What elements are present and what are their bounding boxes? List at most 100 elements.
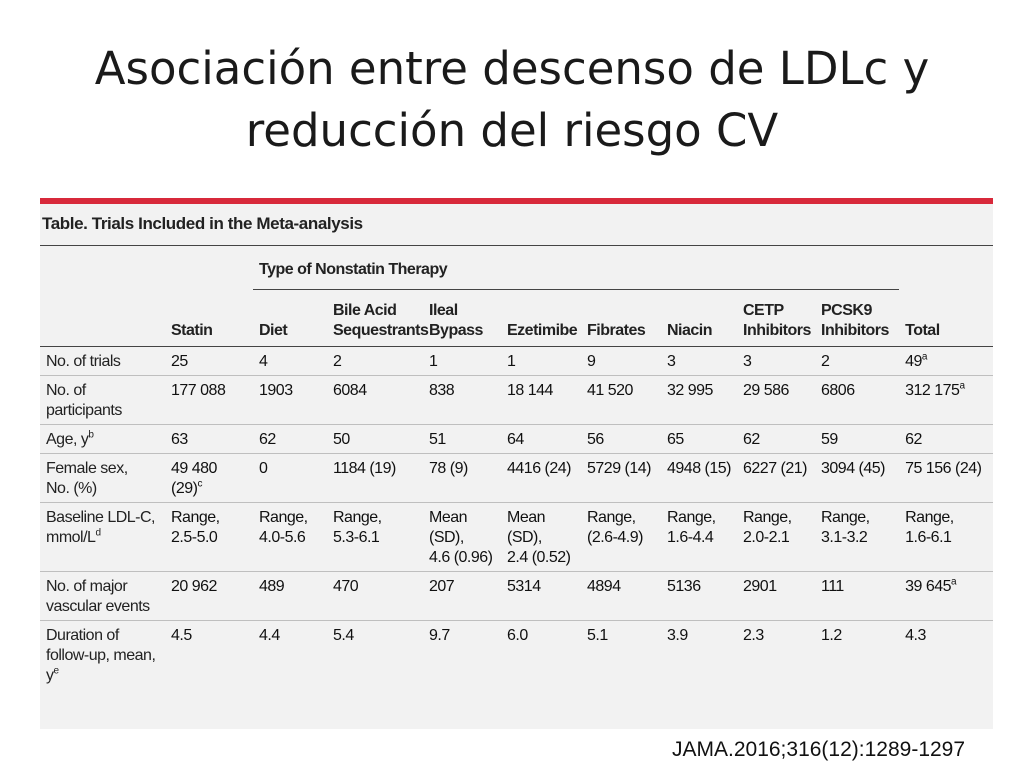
footnote-marker: c — [197, 478, 202, 490]
table-cell: 62 — [899, 424, 994, 454]
cell-text: vascular events — [46, 598, 150, 615]
cell-text: 3.1-3.2 — [821, 529, 868, 546]
table-cell: 6227 (21) — [737, 453, 815, 503]
column-header-line: PCSK9 — [821, 302, 872, 319]
column-header-line: Fibrates — [587, 322, 646, 339]
table-cell: Mean (SD), 2.4 (0.52) — [501, 502, 581, 572]
cell-text: 32 995 — [667, 382, 713, 399]
table-cell: 470 — [327, 571, 423, 621]
table-cell: 5314 — [501, 571, 581, 621]
cell-text: 4.3 — [905, 627, 926, 644]
table-cell: Range, 2.0-2.1 — [737, 502, 815, 572]
table-cell: Range, 2.5-5.0 — [165, 502, 253, 572]
header-empty-cell — [899, 246, 993, 290]
table-cell: 1 — [501, 346, 581, 376]
cell-text: 56 — [587, 431, 604, 448]
cell-text: 62 — [743, 431, 760, 448]
cell-text: 2901 — [743, 578, 777, 595]
table-body: No. of trials 25 4 2 1 1 9 3 3 2 49a No. of partici… — [40, 346, 994, 690]
row-label: Duration of follow-up, mean, ye — [40, 621, 165, 690]
row-label: Age, yb — [40, 424, 165, 454]
cell-text: 9.7 — [429, 627, 450, 644]
column-header-line: Total — [905, 322, 940, 339]
column-header: Total — [899, 289, 994, 347]
table-cell: 2.3 — [737, 621, 815, 690]
cell-text: 1.6-6.1 — [905, 529, 952, 546]
table-row: Baseline LDL-C, mmol/Ld Range, 2.5-5.0 Range… — [40, 502, 994, 572]
cell-text: Baseline LDL-C, — [46, 509, 156, 526]
table-cell: 41 520 — [581, 375, 661, 425]
cell-text: 2 — [333, 353, 342, 370]
cell-text: Range, — [171, 509, 220, 526]
cell-text: (2.6-4.9) — [587, 529, 643, 546]
cell-text: 207 — [429, 578, 455, 595]
column-header-line: Bile Acid — [333, 302, 397, 319]
table-cell: Mean (SD), 4.6 (0.96) — [423, 502, 501, 572]
cell-text: 50 — [333, 431, 350, 448]
table-cell: 5.4 — [327, 621, 423, 690]
cell-text: 5.4 — [333, 627, 354, 644]
table-cell: 29 586 — [737, 375, 815, 425]
table-cell: 6806 — [815, 375, 900, 425]
cell-text: 78 (9) — [429, 460, 468, 477]
table-cell: 2 — [815, 346, 900, 376]
column-header: Bile Acid Sequestrants — [327, 289, 429, 347]
footnote-marker: d — [95, 527, 101, 539]
table-cell: 62 — [737, 424, 815, 454]
cell-text: 3 — [743, 353, 752, 370]
cell-text: 4.6 (0.96) — [429, 549, 493, 566]
header-empty-cell — [40, 246, 165, 290]
table-cell: 177 088 — [165, 375, 253, 425]
footnote-marker: a — [959, 380, 965, 392]
cell-text: Range, — [587, 509, 636, 526]
cell-text: 3.9 — [667, 627, 688, 644]
cell-text: 6.0 — [507, 627, 528, 644]
cell-text: 75 156 (24) — [905, 460, 982, 477]
cell-text: 5136 — [667, 578, 701, 595]
cell-text: 5314 — [507, 578, 541, 595]
table-cell: 63 — [165, 424, 253, 454]
column-header-line: Ileal — [429, 302, 458, 319]
table-cell: 6.0 — [501, 621, 581, 690]
column-header: Ezetimibe — [501, 289, 581, 347]
table-cell: 49a — [899, 346, 994, 376]
table-cell: 56 — [581, 424, 661, 454]
row-label: Female sex, No. (%) — [40, 453, 165, 503]
table-cell: 4894 — [581, 571, 661, 621]
table-cell: 64 — [501, 424, 581, 454]
column-header: Fibrates — [581, 289, 661, 347]
cell-text: 2.5-5.0 — [171, 529, 218, 546]
header-empty-cell — [40, 289, 165, 347]
cell-text: 4948 (15) — [667, 460, 732, 477]
table-cell: 5.1 — [581, 621, 661, 690]
cell-text: No. of participants — [46, 382, 122, 419]
table-cell: 5136 — [661, 571, 737, 621]
table-cell: 3094 (45) — [815, 453, 900, 503]
cell-text: 2.3 — [743, 627, 764, 644]
table-cell: Range, 1.6-6.1 — [899, 502, 994, 572]
cell-text: Duration of — [46, 627, 119, 644]
cell-text: 4416 (24) — [507, 460, 572, 477]
cell-text: Range, — [905, 509, 954, 526]
column-header-line: Sequestrants — [333, 322, 429, 339]
table-cell: Range, 1.6-4.4 — [661, 502, 737, 572]
row-label: No. of participants — [40, 375, 165, 425]
cell-text: 1 — [429, 353, 438, 370]
column-header-line: Ezetimibe — [507, 322, 578, 339]
cell-text: 2.0-2.1 — [743, 529, 790, 546]
table-caption: Table. Trials Included in the Meta-analy… — [42, 214, 363, 233]
table-cell: 20 962 — [165, 571, 253, 621]
cell-text: 49 — [905, 353, 922, 370]
cell-text: Mean (SD), — [507, 509, 546, 546]
row-label: No. of trials — [40, 346, 165, 376]
column-header-line: Inhibitors — [821, 322, 889, 339]
table-cell: 3.9 — [661, 621, 737, 690]
table-cell: Range, 4.0-5.6 — [253, 502, 327, 572]
cell-text: 62 — [905, 431, 922, 448]
cell-text: 4.5 — [171, 627, 192, 644]
table-figure: Table. Trials Included in the Meta-analy… — [40, 198, 994, 729]
cell-text: 49 480 (29) — [171, 460, 217, 497]
table-row: No. of major vascular events 20 962 489 470 2… — [40, 571, 994, 621]
cell-text: No. (%) — [46, 480, 97, 497]
cell-text: 5.3-6.1 — [333, 529, 380, 546]
